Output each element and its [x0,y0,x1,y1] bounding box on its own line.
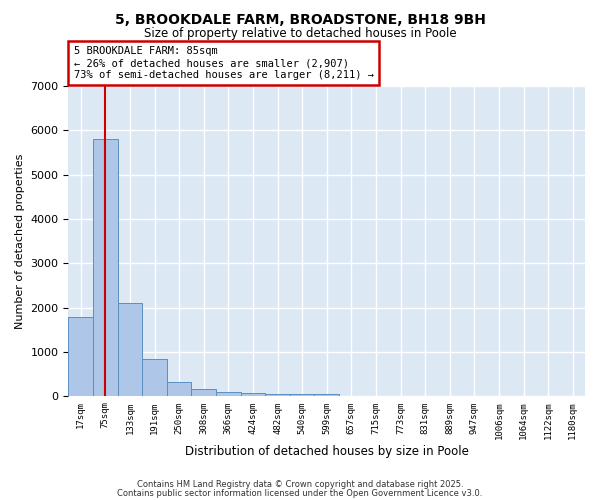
Bar [216,392,241,396]
Bar [167,382,191,396]
Text: Contains HM Land Registry data © Crown copyright and database right 2025.: Contains HM Land Registry data © Crown c… [137,480,463,489]
Bar [265,394,290,396]
Text: 5, BROOKDALE FARM, BROADSTONE, BH18 9BH: 5, BROOKDALE FARM, BROADSTONE, BH18 9BH [115,12,485,26]
Bar [290,394,314,396]
Text: Contains public sector information licensed under the Open Government Licence v3: Contains public sector information licen… [118,488,482,498]
Bar [241,393,265,396]
Text: Size of property relative to detached houses in Poole: Size of property relative to detached ho… [143,28,457,40]
Text: 5 BROOKDALE FARM: 85sqm
← 26% of detached houses are smaller (2,907)
73% of semi: 5 BROOKDALE FARM: 85sqm ← 26% of detache… [74,46,374,80]
Bar [191,389,216,396]
Y-axis label: Number of detached properties: Number of detached properties [15,154,25,329]
X-axis label: Distribution of detached houses by size in Poole: Distribution of detached houses by size … [185,444,469,458]
Bar [142,358,167,397]
Bar [93,139,118,396]
Bar [314,394,339,396]
Bar [118,304,142,396]
Bar [68,316,93,396]
